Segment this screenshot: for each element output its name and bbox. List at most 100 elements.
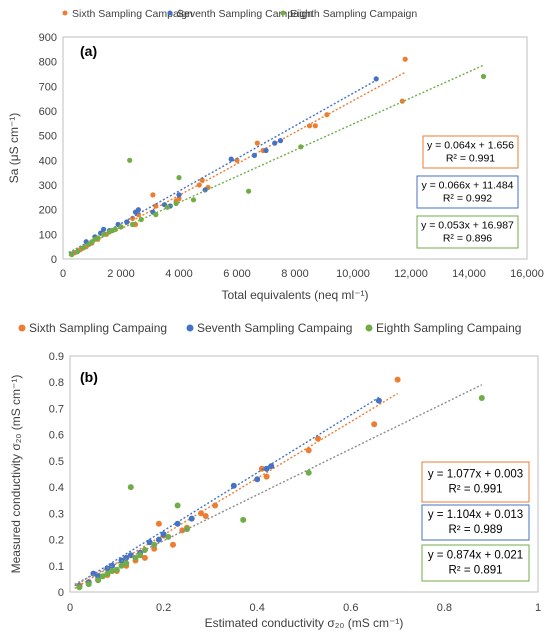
data-point	[179, 527, 186, 534]
y-tick-label: 0	[58, 587, 64, 599]
r-squared-label: R² = 0.991	[448, 484, 502, 496]
data-point	[240, 516, 247, 523]
equation-box	[421, 504, 530, 541]
data-point	[174, 502, 181, 509]
data-point	[101, 231, 107, 237]
data-point	[99, 573, 106, 580]
data-point	[141, 547, 148, 553]
x-tick-label: 1	[535, 602, 541, 614]
data-point	[230, 482, 237, 489]
data-point	[137, 552, 144, 559]
data-point	[212, 502, 219, 509]
data-point	[480, 73, 487, 80]
x-tick-label: 2 000	[107, 268, 135, 280]
x-tick-label: 0	[67, 602, 73, 614]
data-point	[130, 221, 136, 228]
y-tick-label: 0.2	[49, 535, 64, 547]
r-squared-label: R² = 0.992	[443, 193, 492, 205]
r-squared-label: R² = 0.891	[448, 565, 502, 577]
data-point	[202, 187, 208, 193]
r-squared-label: R² = 0.991	[446, 153, 495, 165]
trendline-equation: y = 0.874x + 0.021	[428, 550, 523, 562]
legend-marker	[18, 324, 26, 332]
legend-entry: Sixth Sampling Campaign	[72, 8, 193, 20]
data-point	[174, 520, 181, 527]
equation-box	[421, 461, 530, 503]
data-point	[277, 138, 284, 144]
legend-marker	[167, 10, 173, 16]
data-point	[153, 212, 159, 218]
data-point	[305, 469, 312, 476]
plot-area-border-0	[62, 36, 528, 260]
x-tick-label: 10,000	[336, 268, 370, 280]
data-point	[373, 76, 379, 82]
x-tick-label: 0.8	[437, 602, 452, 614]
x-tick-label: 4 000	[165, 268, 193, 280]
equation-box	[416, 215, 519, 249]
legend-entry: Seventh Sampling Campaing	[197, 321, 352, 335]
x-axis-label: Total equivalents (neq ml⁻¹)	[221, 288, 368, 302]
y-tick-label: 500	[39, 131, 57, 143]
y-tick-label: 800	[39, 57, 57, 69]
data-point	[74, 249, 81, 255]
trendline-equation: y = 0.064x + 1.656	[427, 140, 514, 152]
legend-entry: Eighth Sampling Campaign	[290, 8, 417, 20]
data-point	[123, 554, 130, 561]
data-point	[254, 476, 261, 483]
data-point	[176, 196, 182, 202]
data-point	[371, 421, 378, 428]
x-tick-label: 8 000	[281, 268, 309, 280]
trendline	[68, 79, 377, 254]
y-tick-label: 0.5	[49, 456, 64, 468]
data-point	[306, 123, 313, 129]
trendline	[74, 392, 398, 589]
data-point	[69, 252, 75, 258]
panel-label: (b)	[80, 369, 98, 385]
y-tick-label: 0.1	[49, 561, 64, 573]
data-point	[155, 536, 162, 543]
data-point	[305, 447, 312, 454]
data-point	[246, 188, 252, 194]
equation-box	[422, 135, 519, 169]
y-tick-label: 900	[39, 32, 57, 44]
data-point	[160, 531, 167, 538]
data-point	[402, 56, 408, 62]
y-tick-label: 0.6	[49, 430, 64, 442]
data-point	[312, 123, 318, 129]
x-tick-label: 0.6	[343, 602, 358, 614]
legend-entry: Seventh Sampling Campaign	[177, 8, 313, 20]
x-tick-label: 0	[60, 268, 66, 280]
data-point	[234, 157, 240, 163]
data-point	[190, 197, 197, 203]
data-point	[123, 560, 130, 567]
legend-entry: Eighth Sampling Campaing	[376, 321, 521, 335]
data-point	[254, 140, 260, 146]
data-point	[80, 245, 86, 251]
data-point	[135, 207, 141, 213]
data-point	[272, 140, 278, 146]
x-tick-label: 0.4	[250, 602, 265, 614]
x-tick-label: 14,000	[452, 268, 486, 280]
data-point	[101, 226, 107, 232]
data-point	[113, 566, 120, 573]
data-point	[263, 473, 270, 480]
data-point	[258, 465, 265, 472]
y-tick-label: 200	[39, 205, 57, 217]
y-tick-label: 600	[39, 106, 57, 118]
data-point	[188, 515, 195, 522]
r-squared-label: R² = 0.989	[448, 524, 502, 536]
plot-area-border-1	[69, 355, 539, 593]
data-point	[170, 541, 176, 548]
y-tick-label: 0.4	[49, 482, 64, 494]
y-tick-label: 0.9	[49, 351, 64, 363]
legend-marker	[62, 10, 68, 16]
y-tick-label: 0.3	[49, 508, 64, 520]
x-tick-label: 12,000	[394, 268, 428, 280]
y-axis-label: Sa (μS cm⁻¹)	[7, 113, 21, 184]
panel-label: (a)	[80, 43, 97, 59]
x-tick-label: 16,000	[510, 268, 544, 280]
data-point	[85, 581, 92, 588]
data-point	[95, 577, 102, 584]
x-tick-label: 0.2	[156, 602, 171, 614]
